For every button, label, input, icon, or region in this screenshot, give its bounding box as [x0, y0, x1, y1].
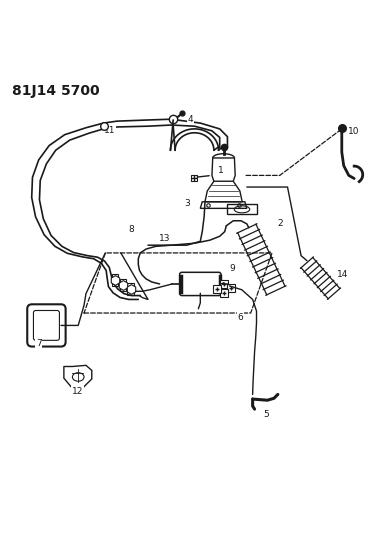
Text: 13: 13	[158, 234, 170, 243]
Text: 3: 3	[184, 199, 189, 208]
Text: 6: 6	[237, 313, 243, 322]
Text: 8: 8	[129, 225, 135, 234]
Text: 1: 1	[218, 166, 224, 175]
Text: 10: 10	[348, 127, 359, 136]
Text: 11: 11	[103, 126, 115, 134]
Text: 9: 9	[230, 264, 235, 273]
Text: 14: 14	[337, 270, 348, 279]
Text: 5: 5	[263, 410, 269, 419]
Text: 12: 12	[72, 387, 83, 396]
Text: 2: 2	[277, 220, 282, 228]
Text: 4: 4	[188, 115, 193, 124]
Text: 7: 7	[36, 339, 42, 348]
Text: 81J14 5700: 81J14 5700	[12, 84, 100, 98]
